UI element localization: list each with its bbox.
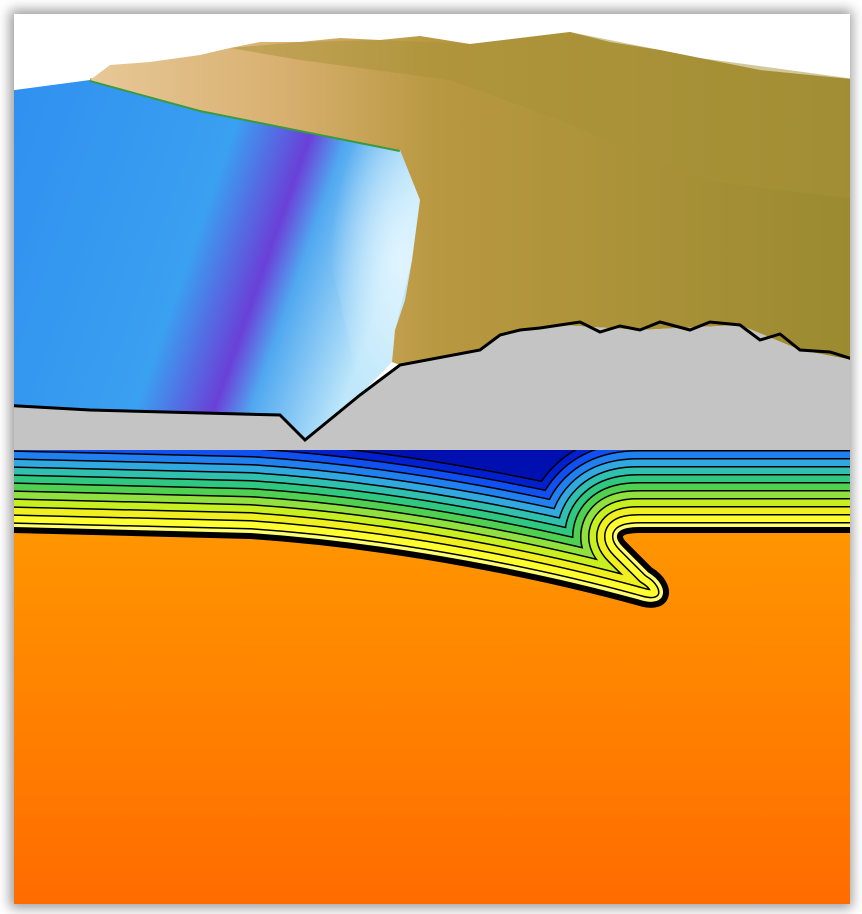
mountains [230, 32, 850, 199]
topography-profile [14, 320, 850, 443]
slab-boundary [14, 527, 850, 608]
continental-shelf [300, 130, 420, 395]
cross-section [14, 325, 850, 450]
